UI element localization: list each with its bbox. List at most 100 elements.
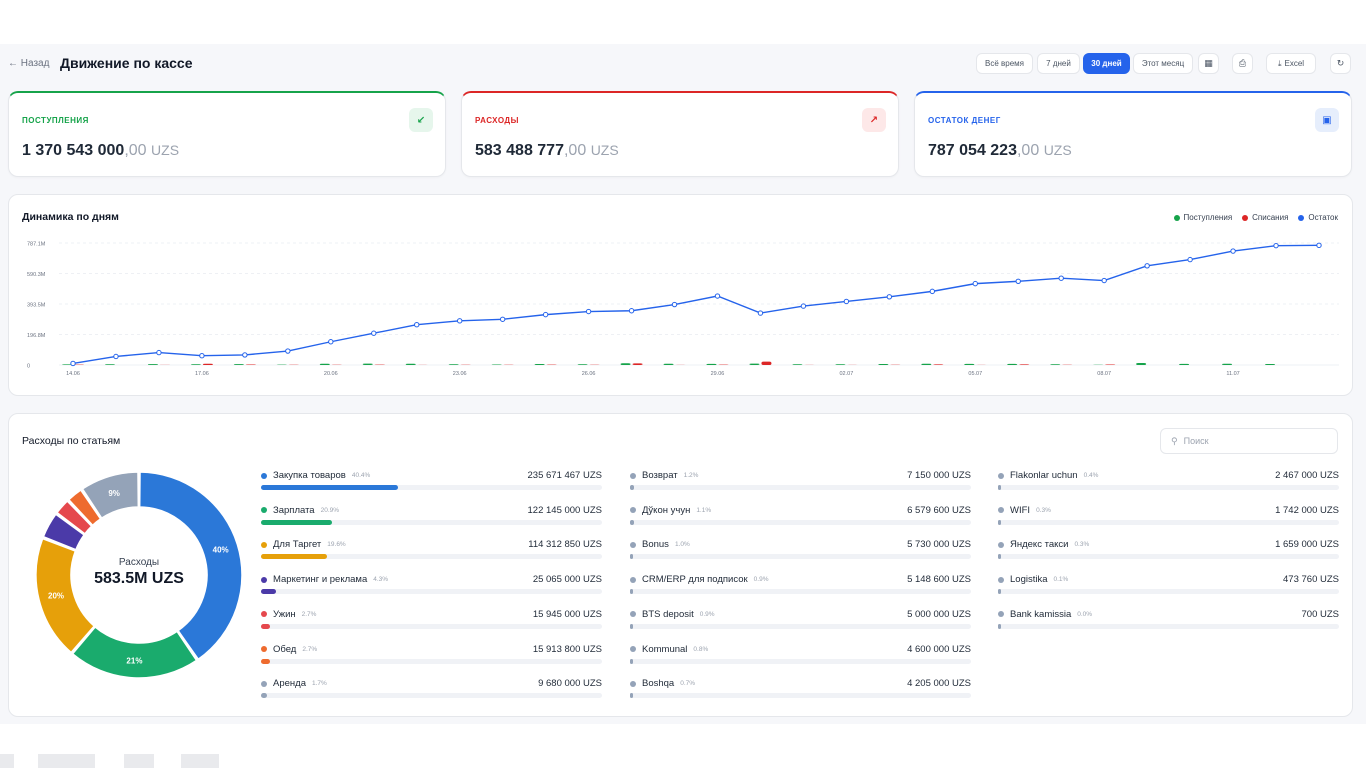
expense-item[interactable]: Обед 2.7% 15 913 800 UZS bbox=[261, 644, 602, 670]
search-input[interactable]: ⚲ Поиск bbox=[1160, 428, 1338, 454]
kpi-income-card: ПОСТУПЛЕНИЯ 1 370 543 000,00 UZS ↙ bbox=[8, 91, 446, 177]
expense-item-name: Kommunal 0.8% bbox=[630, 644, 708, 655]
expense-item-percent: 0.3% bbox=[1074, 541, 1090, 549]
income-bar bbox=[663, 363, 674, 365]
expense-item-amount: 4 205 000 UZS bbox=[907, 678, 971, 690]
expense-progress-track bbox=[261, 554, 602, 560]
y-tick-label: 787.1M bbox=[27, 242, 46, 248]
donut-slice bbox=[42, 513, 86, 551]
balance-point bbox=[242, 352, 248, 358]
expense-item[interactable]: Закупка товаров 40.4% 235 671 467 UZS bbox=[261, 470, 602, 496]
legend-balance[interactable]: Остаток bbox=[1298, 213, 1338, 222]
expense-bar bbox=[761, 361, 772, 365]
refresh-button[interactable]: ↻ bbox=[1330, 53, 1351, 74]
balance-point bbox=[1273, 242, 1279, 249]
expense-item[interactable]: Flakonlar uchun 0.4% 2 467 000 UZS bbox=[998, 470, 1339, 496]
expense-item[interactable]: BTS deposit 0.9% 5 000 000 UZS bbox=[630, 609, 971, 635]
expense-item-label: Обед bbox=[273, 643, 297, 655]
expense-item[interactable]: CRM/ERP для подписок 0.9% 5 148 600 UZS bbox=[630, 574, 971, 600]
income-bar bbox=[1222, 363, 1233, 365]
expense-item-percent: 1.7% bbox=[311, 680, 327, 688]
expense-item[interactable]: Bank kamissia 0.0% 700 UZS bbox=[998, 609, 1339, 635]
expense-item[interactable]: Ужин 2.7% 15 945 000 UZS bbox=[261, 609, 602, 635]
expense-item[interactable]: Аренда 1.7% 9 680 000 UZS bbox=[261, 678, 602, 704]
kpi-income-label: ПОСТУПЛЕНИЯ bbox=[22, 116, 89, 125]
footer-placeholder bbox=[181, 754, 219, 768]
legend-income[interactable]: Поступления bbox=[1173, 213, 1232, 222]
expense-color-dot bbox=[261, 472, 267, 479]
expense-item-name: WIFI 0.3% bbox=[998, 505, 1051, 516]
expense-item[interactable]: Kommunal 0.8% 4 600 000 UZS bbox=[630, 644, 971, 670]
expense-progress-track bbox=[630, 554, 971, 560]
x-tick-label: 08.07 bbox=[1097, 371, 1111, 377]
expense-item-name: Возврат 1.2% bbox=[630, 470, 698, 481]
expense-item-amount: 5 730 000 UZS bbox=[907, 539, 971, 551]
expense-item[interactable]: Возврат 1.2% 7 150 000 UZS bbox=[630, 470, 971, 496]
income-bar bbox=[1050, 364, 1061, 365]
expense-item[interactable]: Маркетинг и реклама 4.3% 25 065 000 UZS bbox=[261, 574, 602, 600]
expense-item-percent: 0.4% bbox=[1083, 472, 1099, 479]
footer-placeholder bbox=[38, 754, 95, 768]
expense-item-label: Для Таргет bbox=[273, 539, 322, 551]
expense-color-dot bbox=[261, 576, 267, 583]
expense-item-name: Обед 2.7% bbox=[261, 644, 317, 655]
expense-item-label: Bank kamissia bbox=[1010, 608, 1072, 620]
income-bar bbox=[448, 364, 459, 365]
donut-center-label: Расходы bbox=[118, 557, 160, 568]
income-bar bbox=[577, 364, 588, 365]
expense-bar bbox=[245, 364, 256, 365]
balance-point bbox=[800, 303, 807, 309]
calendar-button[interactable]: ▦ bbox=[1198, 53, 1219, 74]
expense-item[interactable]: Дўкон учун 1.1% 6 579 600 UZS bbox=[630, 505, 971, 531]
expense-progress-fill bbox=[261, 658, 271, 664]
expense-color-dot bbox=[630, 611, 636, 618]
expense-progress-track bbox=[630, 623, 971, 629]
expense-item-percent: 0.9% bbox=[753, 576, 769, 584]
expense-color-dot bbox=[630, 680, 636, 687]
back-link[interactable]: ← Назад bbox=[8, 58, 49, 69]
page-title: Движение по кассе bbox=[60, 55, 193, 71]
expense-item[interactable]: WIFI 0.3% 1 742 000 UZS bbox=[998, 505, 1339, 531]
expense-progress-track bbox=[630, 519, 971, 525]
period-7-days[interactable]: 7 дней bbox=[1037, 53, 1080, 74]
expense-progress-fill bbox=[998, 623, 1001, 629]
balance-point bbox=[843, 298, 850, 305]
expense-color-dot bbox=[261, 541, 267, 548]
search-icon: ⚲ bbox=[1171, 435, 1178, 446]
donut-slice bbox=[138, 471, 243, 661]
donut-slice bbox=[71, 625, 198, 679]
x-tick-label: 29.06 bbox=[711, 371, 725, 377]
expense-progress-track bbox=[261, 693, 602, 699]
daily-dynamics-card: Динамика по дням Поступления Списания Ос… bbox=[8, 194, 1353, 396]
x-tick-label: 11.07 bbox=[1226, 371, 1239, 377]
expense-item[interactable]: Зарплата 20.9% 122 145 000 UZS bbox=[261, 505, 602, 531]
income-bar bbox=[190, 364, 201, 365]
donut-center-value: 583.5M UZS bbox=[94, 570, 184, 587]
expense-item[interactable]: Яндекс такси 0.3% 1 659 000 UZS bbox=[998, 539, 1339, 565]
cash-flow-page: ← Назад Движение по кассе Всё время 7 дн… bbox=[0, 44, 1366, 724]
balance-point bbox=[671, 301, 678, 308]
expense-item-label: Bonus bbox=[642, 539, 669, 551]
expense-color-dot bbox=[261, 611, 267, 618]
calendar-icon: ▦ bbox=[1204, 58, 1213, 68]
legend-expense[interactable]: Списания bbox=[1242, 213, 1288, 222]
expense-item[interactable]: Boshqa 0.7% 4 205 000 UZS bbox=[630, 678, 971, 704]
period-30-days[interactable]: 30 дней bbox=[1083, 53, 1130, 74]
expense-item-name: Яндекс такси 0.3% bbox=[998, 539, 1089, 550]
balance-point bbox=[1015, 278, 1021, 285]
period-all-time[interactable]: Всё время bbox=[976, 53, 1033, 74]
expense-item-percent: 40.4% bbox=[351, 472, 371, 479]
income-bar bbox=[921, 363, 932, 365]
period-this-month[interactable]: Этот месяц bbox=[1133, 53, 1193, 74]
expense-item[interactable]: Logistika 0.1% 473 760 UZS bbox=[998, 574, 1339, 600]
expense-item[interactable]: Bonus 1.0% 5 730 000 UZS bbox=[630, 539, 971, 565]
expense-bar bbox=[933, 364, 944, 365]
print-button[interactable]: ⎙ bbox=[1232, 53, 1253, 74]
expense-item-amount: 5 148 600 UZS bbox=[907, 574, 971, 586]
expense-progress-track bbox=[998, 485, 1339, 490]
expense-progress-fill bbox=[261, 554, 328, 560]
excel-export-button[interactable]: ⤓ Excel bbox=[1266, 53, 1316, 74]
expense-item[interactable]: Для Таргет 19.6% 114 312 850 UZS bbox=[261, 539, 602, 565]
balance-line bbox=[72, 244, 1320, 365]
arrow-up-right-icon: ↗ bbox=[862, 108, 886, 132]
